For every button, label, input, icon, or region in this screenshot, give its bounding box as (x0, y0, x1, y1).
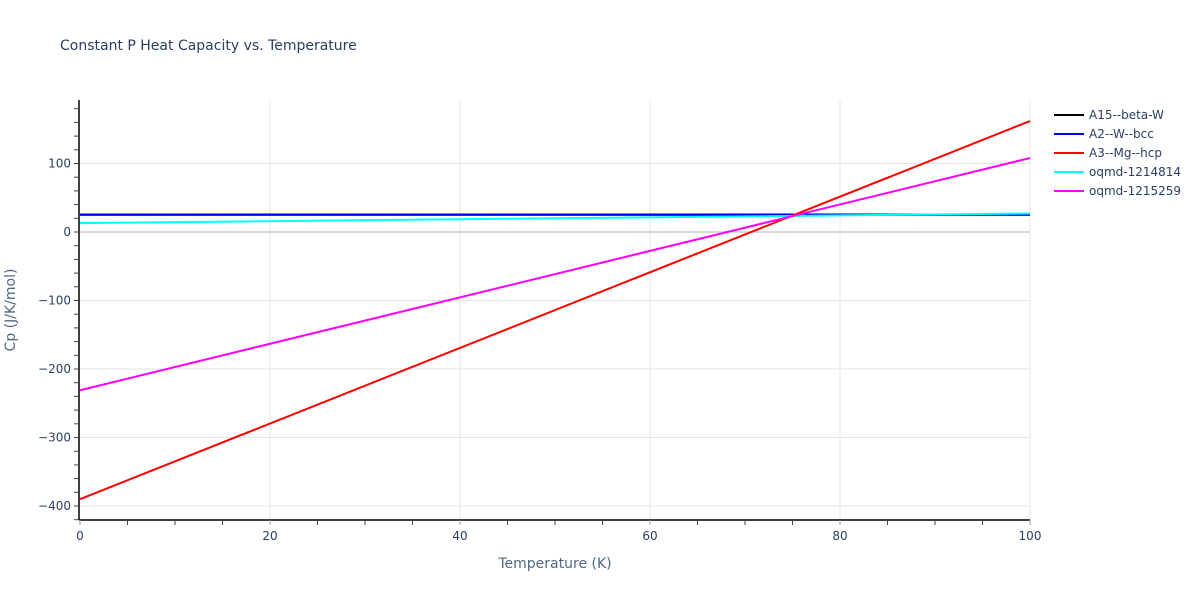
x-axis-title: Temperature (K) (497, 556, 611, 572)
series-line[interactable] (79, 120, 1031, 501)
legend-item[interactable]: oqmd-1215259 (1054, 184, 1181, 198)
y-tick-label: −300 (38, 431, 71, 445)
y-tick-label: −400 (38, 499, 71, 513)
x-tick-label: 0 (76, 529, 84, 543)
y-tick-label: 100 (48, 157, 71, 171)
legend-label: oqmd-1214814 (1089, 165, 1181, 179)
legend-item[interactable]: A15--beta-W (1054, 108, 1164, 122)
y-axis-title: Cp (J/K/mol) (3, 269, 19, 352)
series-line[interactable] (79, 157, 1031, 392)
legend: A15--beta-W A2--W--bcc A3--Mg--hcp oqmd-121… (1054, 108, 1181, 198)
y-tick-label: −200 (38, 362, 71, 376)
plot-area[interactable] (79, 120, 1031, 501)
series-line[interactable] (79, 212, 1031, 225)
y-tick-label: 0 (63, 225, 71, 239)
axes: 0 20 40 60 80 100 −400 −300 −200 −100 0 100 (38, 100, 1041, 543)
x-tick-label: 20 (262, 529, 277, 543)
legend-label: A2--W--bcc (1089, 127, 1154, 141)
y-tick-label: −100 (38, 294, 71, 308)
grid-lines (80, 100, 1031, 520)
legend-label: A3--Mg--hcp (1089, 146, 1162, 160)
legend-label: oqmd-1215259 (1089, 184, 1181, 198)
legend-item[interactable]: oqmd-1214814 (1054, 165, 1181, 179)
legend-item[interactable]: A2--W--bcc (1054, 127, 1154, 141)
chart-title: Constant P Heat Capacity vs. Temperature (60, 38, 357, 54)
legend-item[interactable]: A3--Mg--hcp (1054, 146, 1162, 160)
x-tick-label: 40 (452, 529, 467, 543)
x-tick-label: 100 (1019, 529, 1042, 543)
legend-label: A15--beta-W (1089, 108, 1164, 122)
x-tick-label: 80 (832, 529, 847, 543)
x-tick-label: 60 (642, 529, 657, 543)
